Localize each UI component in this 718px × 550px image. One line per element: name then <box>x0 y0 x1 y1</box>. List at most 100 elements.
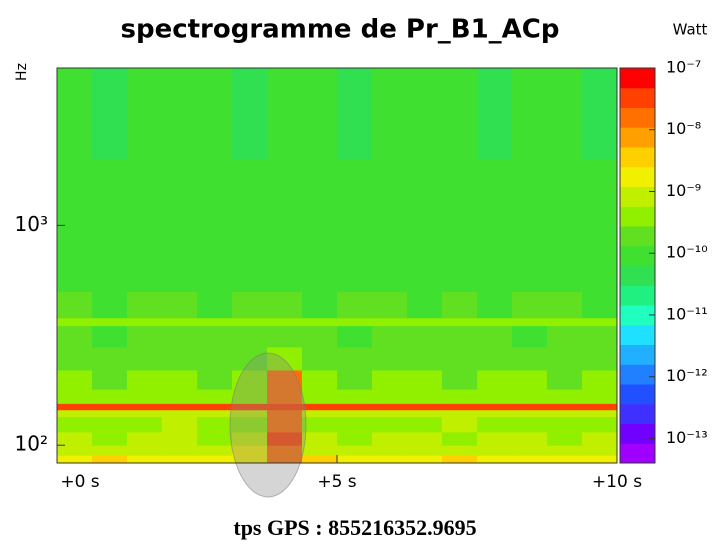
cell <box>477 369 513 390</box>
cell <box>302 259 338 293</box>
cell <box>57 431 93 446</box>
cell <box>127 325 163 348</box>
cell <box>162 225 198 260</box>
cell <box>267 455 303 464</box>
cell <box>512 416 548 433</box>
colorbar-band <box>620 107 655 128</box>
cell <box>267 431 303 446</box>
cell <box>197 68 233 160</box>
cell <box>547 325 583 348</box>
cell <box>477 445 513 456</box>
cell <box>92 409 128 418</box>
cell <box>512 259 548 293</box>
cell <box>477 346 513 371</box>
cell <box>57 259 93 293</box>
cell <box>582 409 618 418</box>
cell <box>582 225 618 260</box>
cell <box>232 225 268 260</box>
cell <box>232 403 268 411</box>
cell <box>582 159 618 226</box>
cell <box>197 159 233 226</box>
cell <box>512 68 548 160</box>
cell <box>57 455 93 464</box>
cell <box>162 291 198 319</box>
y-tick-label: 10² <box>15 432 48 456</box>
cell <box>442 409 478 418</box>
cell <box>127 225 163 260</box>
cell <box>582 325 618 348</box>
cell <box>232 259 268 293</box>
cell <box>267 403 303 411</box>
cell <box>547 68 583 160</box>
cell <box>372 291 408 319</box>
cell <box>232 159 268 226</box>
cell <box>512 317 548 327</box>
colorbar-band <box>620 265 655 286</box>
colorbar-band <box>620 344 655 365</box>
cell <box>302 389 338 404</box>
cell <box>127 159 163 226</box>
cell <box>372 445 408 456</box>
cell <box>267 325 303 348</box>
cell <box>407 416 443 433</box>
cell <box>512 369 548 390</box>
cell <box>57 389 93 404</box>
cell <box>197 317 233 327</box>
colorbar <box>619 67 656 464</box>
cell <box>302 369 338 390</box>
cell <box>162 369 198 390</box>
cell <box>232 325 268 348</box>
cell <box>232 409 268 418</box>
cell <box>547 416 583 433</box>
colorbar-band <box>620 384 655 405</box>
cell <box>162 416 198 433</box>
cell <box>337 346 373 371</box>
cell <box>442 455 478 464</box>
cell <box>547 259 583 293</box>
cell <box>302 403 338 411</box>
cell <box>92 403 128 411</box>
cell <box>92 317 128 327</box>
cell <box>442 325 478 348</box>
cell <box>127 389 163 404</box>
cell <box>512 445 548 456</box>
x-tick-label: +10 s <box>592 472 642 492</box>
cell <box>127 317 163 327</box>
cell <box>57 346 93 371</box>
cell <box>57 291 93 319</box>
cell <box>512 389 548 404</box>
cell <box>302 445 338 456</box>
colorbar-band <box>620 87 655 108</box>
cell <box>302 455 338 464</box>
cell <box>512 403 548 411</box>
cell <box>372 389 408 404</box>
cell <box>197 225 233 260</box>
cell <box>232 291 268 319</box>
cell <box>302 317 338 327</box>
cell <box>337 259 373 293</box>
cell <box>582 291 618 319</box>
colorbar-frame <box>619 67 656 464</box>
cell <box>407 369 443 390</box>
cell <box>127 259 163 293</box>
cell <box>267 346 303 371</box>
cell <box>267 259 303 293</box>
cell <box>162 445 198 456</box>
cell <box>162 68 198 160</box>
cell <box>477 403 513 411</box>
cell <box>372 455 408 464</box>
cell <box>582 369 618 390</box>
cell <box>267 369 303 390</box>
cell <box>92 455 128 464</box>
cell <box>442 159 478 226</box>
cell <box>232 389 268 404</box>
cell <box>407 403 443 411</box>
cell <box>57 409 93 418</box>
cell <box>127 291 163 319</box>
cell <box>267 409 303 418</box>
cell <box>92 291 128 319</box>
cell <box>512 225 548 260</box>
colorbar-tick-label: 10⁻¹⁰ <box>666 243 708 262</box>
cell <box>232 346 268 371</box>
cell <box>372 409 408 418</box>
